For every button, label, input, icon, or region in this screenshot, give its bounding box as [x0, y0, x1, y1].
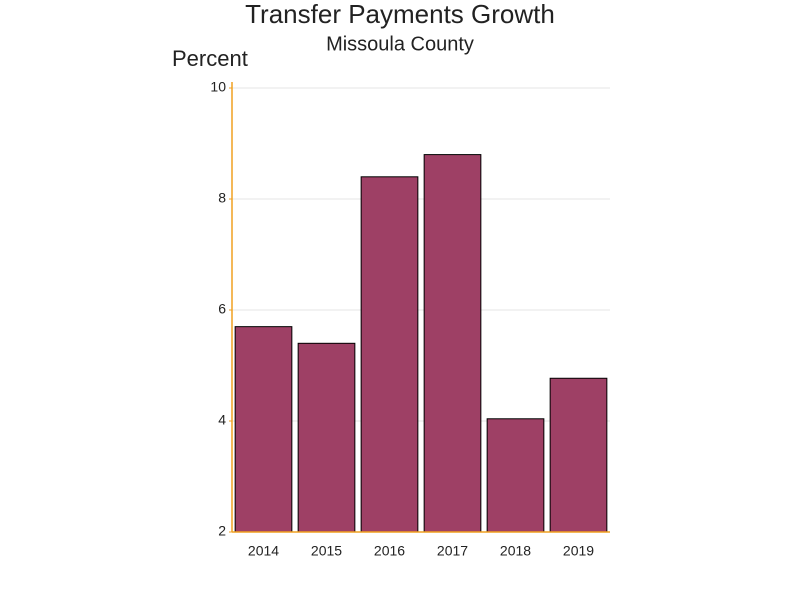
- bar: [360, 176, 419, 533]
- bar: [549, 377, 608, 533]
- bar: [234, 326, 293, 533]
- x-tick-label: 2018: [500, 543, 531, 559]
- x-tick-label: 2016: [374, 543, 405, 559]
- bar: [297, 342, 356, 533]
- chart-title: Transfer Payments Growth: [245, 0, 555, 29]
- x-tick-label: 2014: [248, 543, 279, 559]
- y-tick-label: 6: [218, 301, 226, 317]
- x-tick-label: 2019: [563, 543, 594, 559]
- chart-subtitle: Missoula County: [326, 33, 474, 55]
- y-tick-label: 8: [218, 190, 226, 206]
- x-tick-label: 2017: [437, 543, 468, 559]
- x-tick-label: 2015: [311, 543, 342, 559]
- bar: [486, 418, 545, 533]
- bar: [423, 154, 482, 533]
- y-tick-label: 4: [218, 412, 226, 428]
- y-tick-label: 2: [218, 523, 226, 539]
- y-tick-label: 10: [210, 79, 226, 95]
- y-axis-label: Percent: [172, 46, 248, 71]
